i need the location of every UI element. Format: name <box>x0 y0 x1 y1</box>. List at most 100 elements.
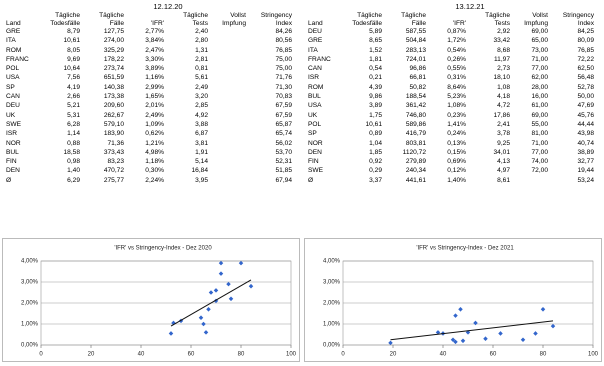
table-cell: ITA <box>308 46 318 54</box>
table-row: ISR 0,21 66,81 0,31% 18,10 62,00 56,48 <box>306 73 596 82</box>
point <box>203 330 209 335</box>
table-cell: 1,65% <box>145 93 164 101</box>
table-cell: 3,88 <box>195 120 208 128</box>
table-cell: 470,72 <box>103 167 124 175</box>
table-cell: 183,90 <box>103 130 124 138</box>
x-tick-label: 40 <box>138 352 145 358</box>
table-cell: 262,67 <box>103 111 124 119</box>
table-cell: 2,81 <box>195 55 208 63</box>
x-tick-label: 20 <box>88 352 95 358</box>
table-cell: 1,08% <box>447 102 466 110</box>
header-row: Land Tägliche Todesfälle Tägliche Fälle 'IF… <box>306 12 596 27</box>
table-cell: 504,84 <box>405 37 426 45</box>
table-cell: 8,05 <box>67 46 80 54</box>
column-header: 'IFR' <box>452 19 466 27</box>
table-cell: 43,98 <box>577 130 594 138</box>
table-cell: 5,21 <box>67 102 80 110</box>
table-cell: ISR <box>6 130 17 138</box>
table-cell: 62,50 <box>577 65 594 73</box>
table-cell <box>210 157 248 166</box>
point <box>198 315 204 320</box>
y-tick-label: 3,00% <box>21 280 39 286</box>
table-cell: 1,18% <box>145 158 164 166</box>
table-cell <box>210 139 248 148</box>
table-cell: 66,81 <box>409 74 426 82</box>
table-row: POL 10,64 273,74 3,89% 0,81 75,00 <box>4 64 294 73</box>
table-cell: 3,37 <box>369 176 382 184</box>
table-cell: 0,81 <box>195 65 208 73</box>
point <box>248 283 254 289</box>
column-header: Land <box>6 19 21 27</box>
table-cell: 74,00 <box>531 158 548 166</box>
table-cell: 71,30 <box>275 83 292 91</box>
column-header: Tägliche Tests <box>485 12 510 27</box>
table-row: GRE 8,65 504,84 1,72% 33,42 65,00 80,09 <box>306 36 596 45</box>
table-cell: 2,49% <box>145 111 164 119</box>
column-header: Tägliche Fälle <box>99 12 124 27</box>
table-cell: 28,00 <box>531 83 548 91</box>
table-cell: FIN <box>308 158 319 166</box>
table-row: DEU 5,89 587,55 0,87% 2,92 69,00 84,25 <box>306 27 596 36</box>
x-tick-label: 60 <box>490 352 497 358</box>
table-cell: 65,87 <box>275 120 292 128</box>
table-cell: 4,92 <box>195 111 208 119</box>
table-cell: 361,42 <box>405 102 426 110</box>
table-row: NOR 1,04 803,81 0,13% 9,25 71,00 40,74 <box>306 139 596 148</box>
table-cell: 0,54 <box>369 65 382 73</box>
x-tick-label: 80 <box>238 352 245 358</box>
point <box>483 336 488 341</box>
table-cell: 1,16% <box>145 74 164 82</box>
table-cell: 1,14 <box>67 130 80 138</box>
chart-2021: 'IFR' vs Stringency-Index - Dez 2021 0,00… <box>304 238 602 362</box>
table-cell: 76,85 <box>577 46 594 54</box>
table-cell: 2,24% <box>145 176 164 184</box>
table-cell: DEU <box>308 28 322 35</box>
table-cell: USA <box>308 102 322 110</box>
table-cell: 1,85 <box>369 148 382 156</box>
table-cell: 3,89% <box>145 65 164 73</box>
y-tick-label: 4,00% <box>21 259 39 265</box>
table-cell: 4,72 <box>497 102 510 110</box>
table-cell: 209,60 <box>103 102 124 110</box>
x-tick-label: 60 <box>188 352 195 358</box>
table-cell: 4,97 <box>497 167 510 175</box>
table-cell: 1,04 <box>369 139 382 147</box>
table-row: Ø 6,29 275,77 2,24% 3,95 67,94 <box>4 176 294 185</box>
table-cell: 8,65 <box>369 37 382 45</box>
table-row: FIN 0,98 83,23 1,18% 5,14 52,31 <box>4 157 294 166</box>
table-cell: 279,89 <box>405 158 426 166</box>
table-cell: GRE <box>308 37 323 45</box>
table-cell: 0,88 <box>67 139 80 147</box>
table-cell: 4,18 <box>497 93 510 101</box>
table-cell: 0,89 <box>369 130 382 138</box>
table-cell: 0,31% <box>447 74 466 82</box>
table-cell: 80,56 <box>275 37 292 45</box>
point <box>206 307 211 312</box>
table-cell: CAN <box>6 93 20 101</box>
table-cell: 32,77 <box>577 158 594 166</box>
table-cell: 76,85 <box>275 46 292 54</box>
table-cell: 2,49 <box>195 83 208 91</box>
table-row: SP 4,19 140,38 2,99% 2,49 71,30 <box>4 83 294 92</box>
table-cell: 9,25 <box>497 139 510 147</box>
chart-2020: 'IFR' vs Stringency-Index - Dez 2020 0,00… <box>2 238 300 362</box>
table-cell: 84,26 <box>275 28 292 35</box>
table-cell: USA <box>6 74 20 82</box>
table-cell: 69,00 <box>531 28 548 35</box>
table-row: DEN 1,85 1120,72 0,15% 34,01 77,00 38,89 <box>306 148 596 157</box>
table-row: CAN 2,66 173,38 1,65% 3,20 70,83 <box>4 92 294 101</box>
table-cell: 273,74 <box>103 65 124 73</box>
table-2020: 12.12.20 Land Tägliche Todesfälle Tägliche … <box>4 2 302 185</box>
table-row: CAN 0,54 96,86 0,55% 2,73 77,00 62,50 <box>306 64 596 73</box>
table-cell: 69,00 <box>531 111 548 119</box>
table-cell: 56,48 <box>577 74 594 82</box>
table-cell: ISR <box>308 74 319 82</box>
table-cell: 0,29 <box>369 167 382 175</box>
point <box>168 331 174 336</box>
table-cell: 71,00 <box>531 55 548 63</box>
table-cell: 75,00 <box>275 65 292 73</box>
table-cell: 5,23% <box>447 93 466 101</box>
table-row: UK 1,75 746,80 0,23% 17,86 69,00 45,76 <box>306 111 596 120</box>
table-cell: 0,69% <box>447 158 466 166</box>
